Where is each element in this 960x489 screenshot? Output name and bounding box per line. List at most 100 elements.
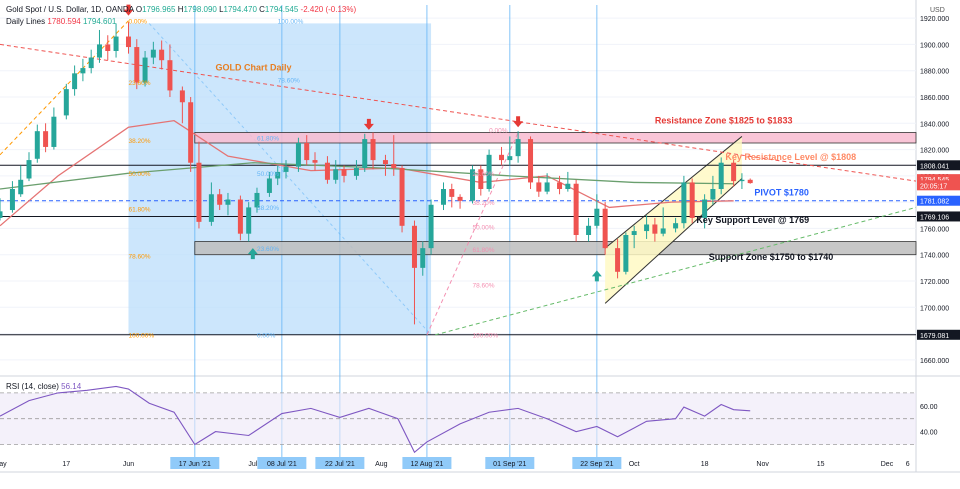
time-axis-highlight [315,457,365,469]
candle-body [631,231,637,235]
time-axis-label: 12 Aug '21 [410,461,443,468]
chart-annotation: Resistance Zone $1825 to $1833 [655,115,793,125]
fib-level-label: 23.60% [257,246,279,253]
candle-body [507,156,513,161]
time-axis-label: 6 [906,461,910,468]
low-label: L [219,5,224,14]
candle-body [470,169,476,201]
fib-level-label: 61.80% [257,135,279,142]
time-axis-label: Nov [756,461,769,468]
open-value: 1796.965 [142,5,176,14]
candle-body [718,162,724,189]
fib-level-label: 61.80% [128,206,150,213]
price-axis-tick: 1920.000 [920,16,949,23]
arrow-down-icon [123,4,134,16]
price-label-text: 1679.081 [920,333,949,340]
price-label-box [917,211,960,222]
fib-level-label: 38.20% [257,205,279,212]
fib-level-label: 100.00% [278,18,304,25]
rising-channel [605,136,742,304]
time-axis-highlight [402,457,452,469]
time-axis-label: 08 Jul '21 [267,461,297,468]
channel-upper-line [604,136,743,249]
support-trendline [435,206,917,336]
fib-blue-diagonal [148,23,432,336]
candle-body [283,166,289,172]
price-axis-tick: 1820.000 [920,148,949,155]
price-label-text: 1769.106 [920,214,949,221]
fib-level-label: 100.00% [128,333,154,340]
price-label-box [917,160,960,171]
chart-annotation: PIVOT $1780 [754,188,809,198]
candle-body [689,182,695,218]
candle-body [113,36,119,51]
fib-level-label: 78.60% [128,254,150,261]
daily-lines-value-1: 1780.594 [47,17,81,26]
candle-body [681,182,687,224]
candle-body [602,208,608,249]
candle-body [179,90,185,103]
candle-body [34,131,40,159]
rsi-axis-tick: 40.00 [920,430,938,437]
time-axis-highlight [257,457,307,469]
candle-body [660,228,666,234]
low-value: 1794.470 [223,5,257,14]
time-axis-label: Jul [248,461,257,468]
candle-body [411,225,417,268]
candle-body [652,224,658,234]
candle-body [623,235,629,272]
time-axis-highlight [170,457,220,469]
candle-body [0,211,3,218]
chart-annotation: Key Resistance Level @ $1808 [725,152,856,162]
candle-body [88,57,94,69]
fib-level-label: 0.00% [128,18,147,25]
candle-body [391,164,397,168]
price-axis-tick: 1880.000 [920,69,949,76]
candle-body [295,143,301,167]
daily-lines-value-2: 1794.601 [82,17,117,26]
price-axis-tick: 1760.000 [920,226,949,233]
resistance-trendline [0,43,917,182]
time-axis-highlight [572,457,622,469]
fib-level-label: 38.20% [473,200,495,207]
arrow-down-icon [513,116,524,128]
candle-body [499,154,505,161]
candle-body [217,194,223,205]
fib-level-label: 0.00% [489,127,508,134]
price-axis-tick: 1660.000 [920,358,949,365]
time-axis-label: 22 Jul '21 [325,461,355,468]
candle-body [150,49,156,58]
time-axis-label: 15 [817,461,825,468]
price-axis-tick: 1840.000 [920,121,949,128]
time-axis-label: 22 Sep '21 [580,461,613,468]
candle-body [266,178,272,193]
fib-level-label: 23.60% [128,80,150,87]
chart-header-line1: Gold Spot / U.S. Dollar, 1D, OANDA O1796… [6,5,356,14]
candle-body [333,169,339,180]
fib-level-label: 0.00% [257,333,276,340]
fib-level-label: 50.00% [473,225,495,232]
candle-body [565,183,571,189]
candle-body [544,182,550,192]
candle-body [159,49,165,61]
price-label-box [917,329,960,340]
rsi-value: 56.14 [61,382,82,391]
candle-body [420,248,426,268]
candle-body [573,183,579,235]
candle-body [125,36,131,48]
candle-body [196,162,202,222]
candle-body [26,160,32,179]
candle-body [528,139,534,183]
candle-body [486,154,492,189]
candle-body [747,179,753,184]
candle-body [63,89,69,116]
candle-body [362,139,368,168]
candle-body [341,169,347,176]
candle-body [134,47,140,83]
channel-lower-line [604,178,743,304]
arrow-up-icon [591,270,602,282]
fib-blue-zone [128,23,432,335]
moving-average-slow [0,162,734,190]
candle-body [9,189,15,211]
chart-annotation: Key Support Level @ 1769 [696,215,809,225]
